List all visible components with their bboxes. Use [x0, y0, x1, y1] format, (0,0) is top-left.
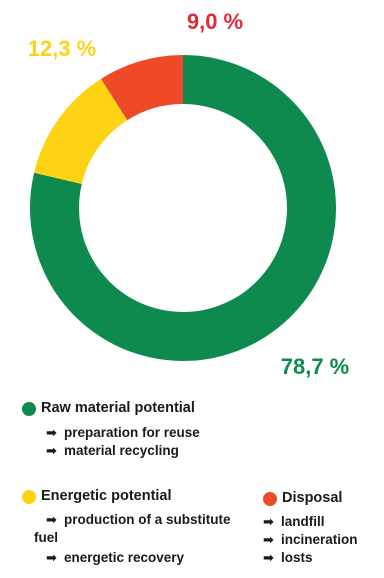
- arrow-right-icon: ➡: [263, 532, 274, 547]
- value-label-energetic: 12,3 %: [28, 36, 97, 61]
- arrow-right-icon: ➡: [263, 514, 274, 529]
- legend-subitem: ➡ preparation for reuse: [46, 425, 200, 440]
- legend-label-disposal: Disposal: [282, 490, 343, 506]
- legend-subitems-raw-material: ➡ preparation for reuse ➡ material recycli…: [46, 424, 200, 460]
- value-label-raw-material: 78,7 %: [281, 354, 350, 379]
- legend-subitems-disposal: ➡ landfill ➡ incineration ➡ losts: [263, 513, 358, 567]
- legend-subitem: ➡ energetic recovery: [46, 550, 185, 565]
- legend-raw-material: Raw material potential ➡ preparation for …: [22, 400, 200, 460]
- slice-energetic: [34, 78, 128, 185]
- legend-dot-green: [22, 401, 36, 416]
- arrow-right-icon: ➡: [46, 425, 57, 440]
- legend-subitem: ➡ incineration: [263, 532, 358, 547]
- legend-label-energetic: Energetic potential: [41, 488, 172, 504]
- slice-disposal: [101, 55, 183, 121]
- legend-subitem: ➡ landfill: [263, 514, 325, 529]
- arrow-right-icon: ➡: [46, 443, 57, 458]
- legend-entry-energetic: Energetic potential: [22, 488, 262, 505]
- legend-subitems-energetic: ➡ production of a substitute fuel ➡ energe…: [34, 511, 262, 567]
- legend-dot-yellow: [22, 489, 36, 504]
- arrow-right-icon: ➡: [46, 550, 57, 565]
- legend-energetic: Energetic potential ➡ production of a sub…: [22, 488, 262, 567]
- legend-subitem: ➡ losts: [263, 550, 313, 565]
- legend-subitem: ➡ material recycling: [46, 443, 179, 458]
- slice-raw-material: [29, 55, 336, 361]
- legend-entry-raw-material: Raw material potential: [22, 400, 200, 417]
- legend-label-raw-material: Raw material potential: [41, 400, 195, 416]
- legend-subitem: ➡ production of a substitute fuel: [34, 512, 231, 545]
- arrow-right-icon: ➡: [263, 550, 274, 565]
- legend-dot-red: [263, 491, 277, 506]
- arrow-right-icon: ➡: [46, 512, 57, 527]
- donut-slices: [29, 55, 336, 361]
- legend-disposal: Disposal ➡ landfill ➡ incineration ➡ losts: [263, 490, 358, 567]
- legend-entry-disposal: Disposal: [263, 490, 358, 507]
- value-label-disposal: 9,0 %: [187, 9, 243, 34]
